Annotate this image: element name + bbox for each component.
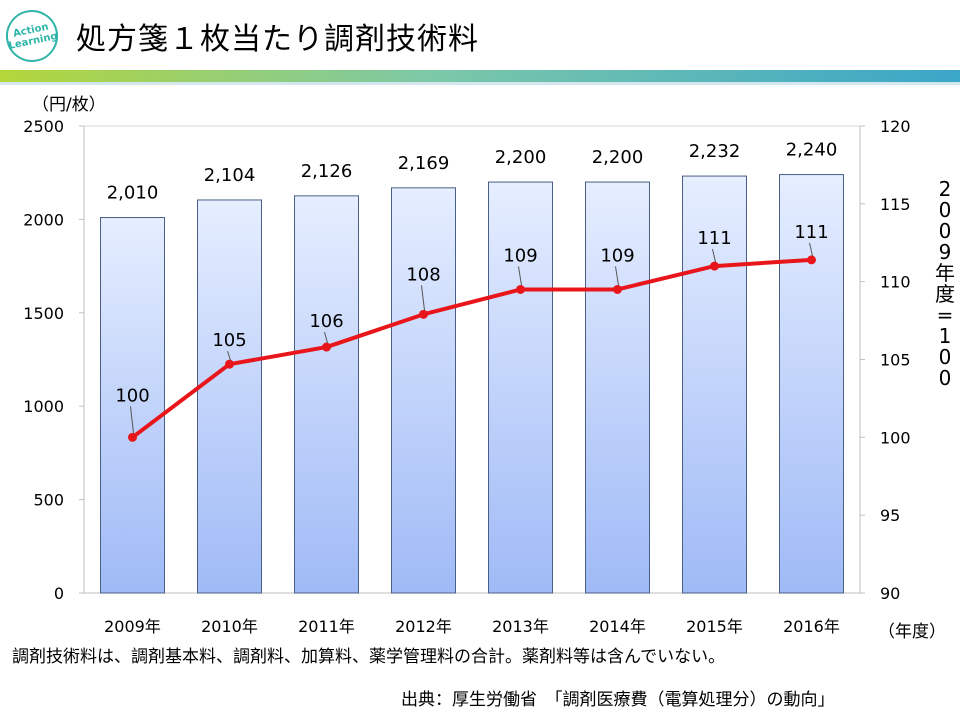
index-point (225, 359, 234, 369)
bar-value-label: 2,232 (689, 141, 741, 162)
bar (682, 175, 747, 594)
index-value-label: 109 (600, 245, 634, 266)
right-y-axis-label-char: 2 (939, 177, 952, 201)
right-y-axis-label-char: 0 (939, 366, 952, 390)
x-tick-label: 2011年 (298, 617, 355, 636)
bar-value-label: 2,200 (495, 147, 547, 168)
labels-layer: 2009年 2010年 2011年 2012年 2013年 2014年 2015年 2016年… (104, 140, 840, 636)
x-tick-label: 2009年 (104, 617, 161, 636)
x-tick-label: 2016年 (783, 617, 840, 636)
bar (585, 181, 650, 594)
right-y-tick-label: 115 (880, 195, 911, 214)
x-tick-label: 2013年 (492, 617, 549, 636)
left-y-axis-unit-label: （円/枚） (32, 95, 106, 115)
bar (779, 174, 844, 594)
title-underline-shadow (0, 82, 960, 85)
index-label-leader-line (615, 266, 619, 286)
bar-value-label: 2,200 (592, 147, 644, 168)
index-value-label: 111 (794, 222, 828, 243)
x-tick-label: 2014年 (589, 617, 646, 636)
right-y-axis-label-char: 年 (935, 261, 955, 285)
bar-value-label: 2,169 (398, 153, 450, 174)
left-y-tick-label: 1000 (23, 397, 64, 416)
x-tick-label: 2015年 (686, 617, 743, 636)
right-y-axis-label-char: 0 (939, 345, 952, 369)
bar-value-label: 2,240 (786, 140, 838, 161)
left-y-tick-label: 0 (54, 584, 64, 603)
right-y-tick-label: 90 (880, 584, 900, 603)
axes-layer: 050010001500200025009095100105110115120（… (23, 95, 955, 642)
right-y-tick-label: 100 (880, 428, 911, 447)
index-value-label: 109 (503, 245, 537, 266)
right-y-tick-label: 95 (880, 506, 900, 525)
index-value-label: 108 (406, 264, 440, 285)
line-layer (128, 255, 816, 442)
x-tick-label: 2012年 (395, 617, 452, 636)
right-y-axis-label-char: = (937, 303, 954, 327)
x-tick-label: 2010年 (201, 617, 258, 636)
right-y-axis-label-char: 9 (939, 240, 952, 264)
index-label-leader-line (712, 248, 716, 263)
index-value-label: 100 (115, 385, 149, 406)
bars-layer (100, 174, 844, 594)
right-y-axis-label-char: 0 (939, 219, 952, 243)
bar (197, 199, 262, 594)
bar-value-label: 2,126 (301, 161, 353, 182)
index-point (419, 309, 428, 319)
index-label-leader-line (324, 331, 328, 344)
right-y-tick-label: 120 (880, 117, 911, 136)
index-label-leader-line (518, 266, 522, 286)
source-citation: 出典：厚生労働省 「調剤医療費（電算処理分）の動向」 (401, 690, 835, 710)
x-axis-unit-label: （年度） (878, 622, 946, 642)
index-value-label: 111 (697, 228, 731, 249)
right-y-tick-label: 105 (880, 351, 911, 370)
index-value-label: 105 (212, 330, 246, 351)
index-label-leader-line (130, 406, 134, 434)
bar (391, 187, 456, 594)
index-line (131, 257, 812, 439)
index-label-leader-line (227, 351, 231, 361)
index-point (128, 432, 137, 442)
chart-caption: 調剤技術料は、調剤基本料、調剤料、加算料、薬学管理料の合計。薬剤料等は含んでいな… (12, 647, 726, 667)
index-point (613, 284, 622, 294)
left-y-tick-label: 2500 (23, 117, 64, 136)
bar-value-label: 2,104 (204, 165, 256, 186)
left-y-tick-label: 500 (33, 491, 64, 510)
index-point (807, 255, 816, 265)
index-point (516, 284, 525, 294)
index-point (322, 342, 331, 352)
index-label-leader-line (809, 242, 813, 256)
index-label-leader-line (421, 285, 425, 311)
bar (100, 217, 165, 594)
bar-value-label: 2,010 (107, 183, 159, 204)
index-value-label: 106 (309, 311, 343, 332)
right-y-tick-label: 110 (880, 273, 911, 292)
page-title: 処方箋１枚当たり調剤技術料 (76, 22, 479, 57)
right-y-axis-label-char: 1 (939, 324, 952, 348)
right-y-axis-label-char: 0 (939, 198, 952, 222)
bar (294, 195, 359, 594)
left-y-tick-label: 2000 (23, 210, 64, 229)
right-y-axis-label-char: 度 (935, 282, 955, 306)
left-y-tick-label: 1500 (23, 304, 64, 323)
bar (488, 181, 553, 594)
index-point (710, 261, 719, 271)
title-underline-bar (0, 70, 960, 82)
